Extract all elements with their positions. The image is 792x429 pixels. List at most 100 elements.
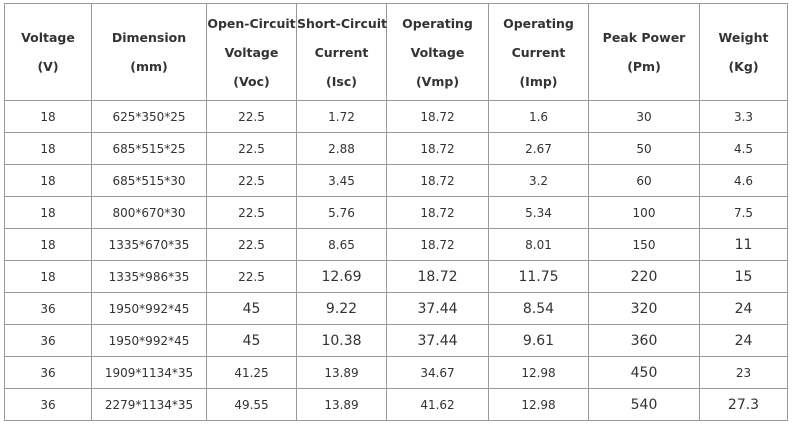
header-cell: Operating Voltage (Vmp): [386, 3, 489, 101]
table-cell: 50: [588, 132, 700, 165]
header-text: (mm): [130, 59, 168, 74]
header-text: Dimension: [111, 30, 187, 45]
table-row: 36 1909*1134*35 41.25 13.89 34.67 12.98 450 23: [4, 356, 788, 389]
table-cell: 41.25: [206, 356, 297, 389]
table-cell: 8.65: [296, 228, 387, 261]
table-cell: 34.67: [386, 356, 489, 389]
table-row: 18 800*670*30 22.5 5.76 18.72 5.34 100 7.5: [4, 196, 788, 229]
table-cell: 37.44: [386, 292, 489, 325]
table-cell: 10.38: [296, 324, 387, 357]
header-text: Open-Circuit: [207, 15, 296, 31]
header-text: (Pm): [627, 59, 661, 74]
header-text: (Voc): [233, 73, 270, 89]
table-cell: 11: [699, 228, 788, 261]
table-cell: 36: [4, 356, 92, 389]
table-cell: 18.72: [386, 164, 489, 197]
table-cell: 18.72: [386, 260, 489, 293]
table-cell: 18.72: [386, 100, 489, 133]
table-cell: 36: [4, 292, 92, 325]
table-row: 18 685*515*30 22.5 3.45 18.72 3.2 60 4.6: [4, 164, 788, 197]
header-text: (Isc): [326, 73, 357, 89]
header-text: Short-Circuit: [297, 15, 388, 31]
table-cell: 360: [588, 324, 700, 357]
spec-table: Voltage (V) Dimension (mm) Open-Circuit Volta…: [4, 3, 788, 421]
header-cell: Weight (Kg): [699, 3, 788, 101]
table-cell: 1950*992*45: [91, 324, 207, 357]
table-cell: 1909*1134*35: [91, 356, 207, 389]
table-cell: 625*350*25: [91, 100, 207, 133]
table-cell: 4.6: [699, 164, 788, 197]
table-cell: 49.55: [206, 388, 297, 421]
table-cell: 9.61: [488, 324, 589, 357]
table-cell: 45: [206, 292, 297, 325]
table-cell: 22.5: [206, 100, 297, 133]
header-cell: Voltage (V): [4, 3, 92, 101]
table-cell: 8.01: [488, 228, 589, 261]
table-cell: 36: [4, 324, 92, 357]
table-cell: 9.22: [296, 292, 387, 325]
table-cell: 22.5: [206, 196, 297, 229]
table-cell: 800*670*30: [91, 196, 207, 229]
header-text: (Kg): [728, 59, 759, 74]
table-cell: 100: [588, 196, 700, 229]
header-text: Voltage: [224, 44, 279, 60]
header-text: (Vmp): [415, 73, 460, 89]
table-cell: 450: [588, 356, 700, 389]
table-cell: 18: [4, 132, 92, 165]
table-cell: 18.72: [386, 196, 489, 229]
table-cell: 3.45: [296, 164, 387, 197]
table-cell: 37.44: [386, 324, 489, 357]
table-row: 18 625*350*25 22.5 1.72 18.72 1.6 30 3.3: [4, 100, 788, 133]
table-cell: 22.5: [206, 164, 297, 197]
table-cell: 36: [4, 388, 92, 421]
table-cell: 685*515*30: [91, 164, 207, 197]
table-cell: 18.72: [386, 132, 489, 165]
table-cell: 2.67: [488, 132, 589, 165]
table-cell: 18: [4, 164, 92, 197]
table-row: 18 1335*670*35 22.5 8.65 18.72 8.01 150 11: [4, 228, 788, 261]
table-row: 18 685*515*25 22.5 2.88 18.72 2.67 50 4.5: [4, 132, 788, 165]
table-cell: 685*515*25: [91, 132, 207, 165]
table-cell: 5.76: [296, 196, 387, 229]
header-text: Current: [314, 44, 369, 60]
table-cell: 7.5: [699, 196, 788, 229]
table-cell: 1950*992*45: [91, 292, 207, 325]
table-cell: 22.5: [206, 260, 297, 293]
table-cell: 2279*1134*35: [91, 388, 207, 421]
table-cell: 4.5: [699, 132, 788, 165]
table-row: 36 1950*992*45 45 9.22 37.44 8.54 320 24: [4, 292, 788, 325]
table-cell: 24: [699, 292, 788, 325]
table-body: 18 625*350*25 22.5 1.72 18.72 1.6 30 3.3 18 685*5…: [4, 100, 788, 421]
table-cell: 18.72: [386, 228, 489, 261]
table-cell: 5.34: [488, 196, 589, 229]
table-cell: 22.5: [206, 132, 297, 165]
header-cell: Open-Circuit Voltage (Voc): [206, 3, 297, 101]
table-cell: 27.3: [699, 388, 788, 421]
table-cell: 8.54: [488, 292, 589, 325]
header-text: Operating: [402, 15, 473, 31]
table-cell: 22.5: [206, 228, 297, 261]
table-cell: 12.69: [296, 260, 387, 293]
table-cell: 15: [699, 260, 788, 293]
table-cell: 13.89: [296, 388, 387, 421]
table-cell: 13.89: [296, 356, 387, 389]
table-cell: 18: [4, 260, 92, 293]
table-cell: 3.2: [488, 164, 589, 197]
table-cell: 150: [588, 228, 700, 261]
table-cell: 18: [4, 100, 92, 133]
header-cell: Short-Circuit Current (Isc): [296, 3, 388, 101]
header-text: (V): [37, 59, 59, 74]
table-cell: 220: [588, 260, 700, 293]
table-cell: 45: [206, 324, 297, 357]
table-cell: 1335*986*35: [91, 260, 207, 293]
header-text: Voltage: [410, 44, 465, 60]
header-cell: Operating Current (Imp): [488, 3, 589, 101]
table-row: 18 1335*986*35 22.5 12.69 18.72 11.75 220 15: [4, 260, 788, 293]
header-text: Operating: [503, 15, 574, 31]
table-cell: 540: [588, 388, 700, 421]
table-cell: 41.62: [386, 388, 489, 421]
header-cell: Peak Power (Pm): [588, 3, 700, 101]
table-cell: 3.3: [699, 100, 788, 133]
table-cell: 1.72: [296, 100, 387, 133]
